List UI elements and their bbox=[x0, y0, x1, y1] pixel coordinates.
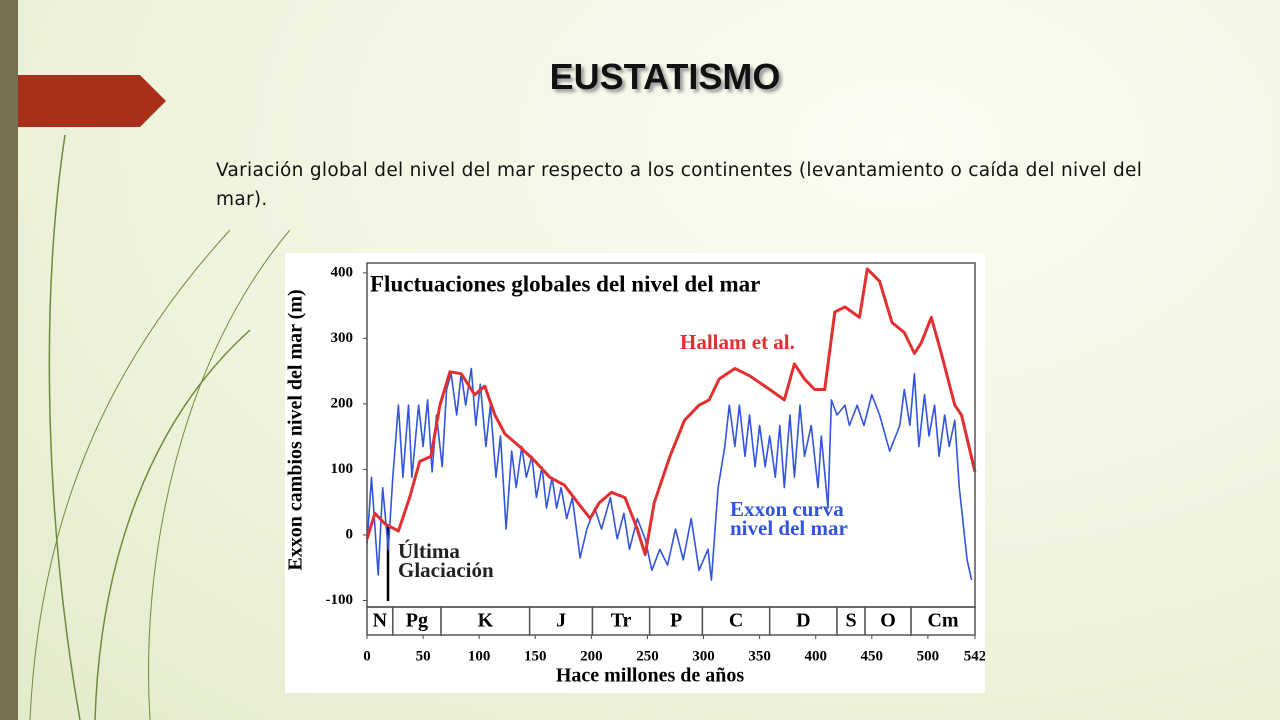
slide-text: Variación global del nivel del mar respe… bbox=[216, 160, 1143, 210]
x-tick-label: 500 bbox=[917, 648, 940, 664]
y-tick-label: 200 bbox=[331, 395, 354, 411]
series-line bbox=[366, 367, 973, 581]
annotation: Última Glaciación bbox=[398, 539, 494, 582]
period-box bbox=[648, 606, 704, 636]
period-label: Cm bbox=[927, 610, 958, 632]
period-label: N bbox=[373, 610, 388, 632]
period-label: Pg bbox=[406, 610, 428, 632]
x-tick-label: 0 bbox=[363, 648, 371, 664]
y-tick-label: 0 bbox=[346, 526, 354, 542]
period-box bbox=[910, 606, 976, 636]
slide-title: EUSTATISMO bbox=[549, 56, 781, 97]
y-tick-label: 100 bbox=[331, 461, 354, 477]
period-box bbox=[701, 606, 771, 636]
series-label: Exxon curva nivel del mar bbox=[730, 497, 848, 540]
x-tick-label: 200 bbox=[580, 648, 603, 664]
x-tick-label: 150 bbox=[524, 648, 547, 664]
y-tick-label: -100 bbox=[326, 592, 354, 608]
period-box bbox=[836, 606, 866, 636]
x-tick-label: 250 bbox=[636, 648, 659, 664]
chart: Fluctuaciones globales del nivel del mar… bbox=[285, 253, 985, 693]
period-label: D bbox=[796, 610, 810, 632]
period-label: J bbox=[556, 610, 566, 632]
period-box bbox=[366, 606, 394, 636]
period-label: Tr bbox=[611, 610, 632, 632]
period-label: C bbox=[729, 610, 743, 632]
plot-frame bbox=[366, 262, 976, 608]
x-tick-label: 50 bbox=[416, 648, 431, 664]
series-line bbox=[365, 267, 977, 557]
series-label: Hallam et al. bbox=[680, 330, 795, 354]
x-tick-label: 300 bbox=[692, 648, 715, 664]
x-tick-label: 100 bbox=[468, 648, 491, 664]
period-label: K bbox=[478, 610, 494, 632]
x-axis-label: Hace millones de años bbox=[556, 665, 745, 687]
x-tick-label: 542 bbox=[964, 648, 985, 664]
period-box bbox=[864, 606, 912, 636]
period-label: O bbox=[880, 610, 896, 632]
x-tick-label: 400 bbox=[804, 648, 827, 664]
period-box bbox=[440, 606, 531, 636]
x-tick-label: 450 bbox=[861, 648, 884, 664]
period-label: P bbox=[670, 610, 682, 632]
chart-title: Fluctuaciones globales del nivel del mar bbox=[370, 271, 760, 296]
x-tick-label: 350 bbox=[748, 648, 771, 664]
period-label: S bbox=[845, 610, 856, 632]
y-tick-label: 300 bbox=[331, 330, 354, 346]
y-tick-label: 400 bbox=[331, 264, 354, 280]
y-axis-label: Exxon cambios nivel del mar (m) bbox=[285, 289, 307, 570]
